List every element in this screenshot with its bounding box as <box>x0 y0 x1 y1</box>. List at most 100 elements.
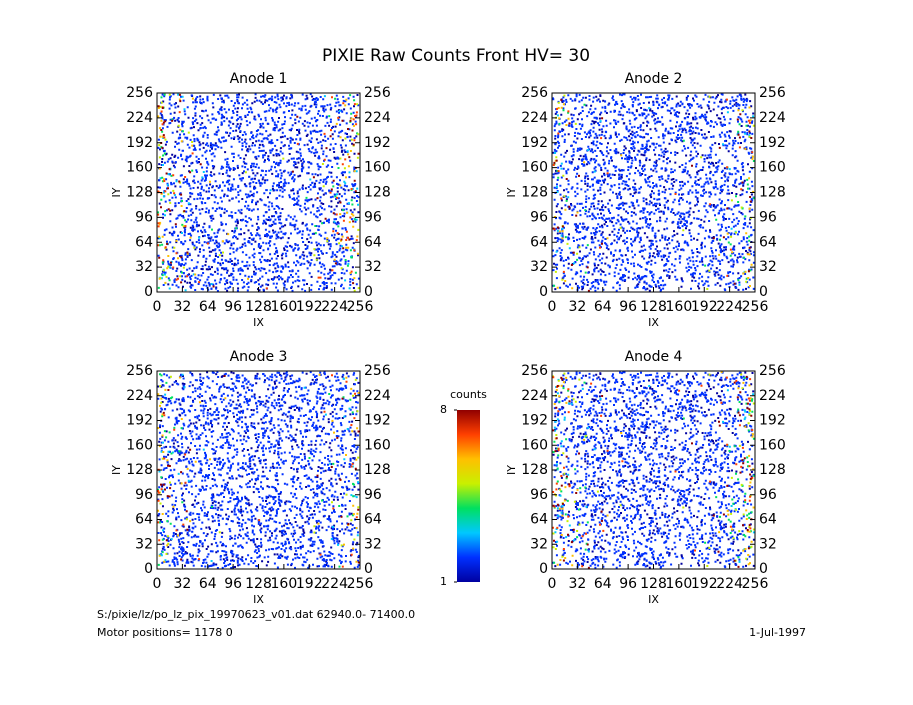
colorbar-label: counts <box>450 388 487 401</box>
y-tick-label: 32 <box>135 259 153 275</box>
y-tick-label: 192 <box>364 413 391 429</box>
y-axis-label: IY <box>110 465 123 475</box>
y-tick-label: 160 <box>364 160 391 176</box>
y-tick-label: 128 <box>126 185 153 201</box>
x-axis-label: IX <box>253 593 264 606</box>
y-tick-label: 224 <box>759 388 786 404</box>
x-tick-label: 128 <box>245 299 272 315</box>
y-tick-label: 32 <box>530 536 548 552</box>
y-tick-label: 128 <box>126 462 153 478</box>
y-tick-label: 0 <box>364 284 373 300</box>
y-tick-label: 256 <box>521 363 548 379</box>
panel-title: Anode 1 <box>230 71 288 87</box>
panel-title: Anode 2 <box>625 71 683 87</box>
y-tick-label: 256 <box>364 85 391 101</box>
footer-date: 1-Jul-1997 <box>749 626 806 639</box>
y-tick-label: 256 <box>759 363 786 379</box>
y-tick-label: 160 <box>364 437 391 453</box>
y-tick-label: 192 <box>126 413 153 429</box>
footer-file: S:/pixie/lz/po_lz_pix_19970623_v01.dat 6… <box>97 608 415 621</box>
y-tick-label: 96 <box>530 209 548 225</box>
y-tick-label: 256 <box>759 85 786 101</box>
x-tick-label: 96 <box>224 299 242 315</box>
y-tick-label: 128 <box>364 185 391 201</box>
y-tick-label: 224 <box>759 110 786 126</box>
y-tick-label: 96 <box>135 209 153 225</box>
colorbar <box>457 410 480 582</box>
x-tick-label: 128 <box>640 299 667 315</box>
x-tick-label: 256 <box>347 299 374 315</box>
y-tick-label: 64 <box>759 234 777 250</box>
y-tick-label: 224 <box>521 388 548 404</box>
x-tick-label: 96 <box>619 576 637 592</box>
pixel-texture <box>552 98 753 292</box>
x-tick-label: 256 <box>347 576 374 592</box>
y-axis-label: IY <box>110 187 123 197</box>
y-tick-label: 96 <box>530 487 548 503</box>
y-tick-label: 32 <box>135 536 153 552</box>
y-tick-label: 0 <box>759 561 768 577</box>
y-tick-label: 32 <box>759 259 777 275</box>
y-tick-label: 160 <box>521 160 548 176</box>
x-tick-label: 256 <box>742 576 769 592</box>
x-tick-label: 224 <box>321 299 348 315</box>
pixel-texture <box>552 93 755 292</box>
x-tick-label: 32 <box>173 299 191 315</box>
y-tick-label: 96 <box>364 487 382 503</box>
y-tick-label: 256 <box>126 85 153 101</box>
y-tick-label: 128 <box>759 185 786 201</box>
x-tick-label: 160 <box>271 299 298 315</box>
x-tick-label: 64 <box>199 576 217 592</box>
y-tick-label: 192 <box>364 135 391 151</box>
y-tick-label: 64 <box>364 234 382 250</box>
x-tick-label: 0 <box>153 576 162 592</box>
x-tick-label: 128 <box>640 576 667 592</box>
y-tick-label: 256 <box>126 363 153 379</box>
x-tick-label: 224 <box>716 576 743 592</box>
y-tick-label: 192 <box>759 413 786 429</box>
y-tick-label: 0 <box>144 284 153 300</box>
x-tick-label: 32 <box>568 299 586 315</box>
x-tick-label: 160 <box>271 576 298 592</box>
pixel-texture <box>157 371 360 569</box>
y-tick-label: 96 <box>135 487 153 503</box>
x-axis-label: IX <box>253 316 264 329</box>
x-tick-label: 64 <box>594 576 612 592</box>
y-tick-label: 224 <box>521 110 548 126</box>
y-tick-label: 64 <box>364 512 382 528</box>
x-tick-label: 128 <box>245 576 272 592</box>
y-tick-label: 64 <box>530 512 548 528</box>
y-tick-label: 32 <box>530 259 548 275</box>
panel-title: Anode 3 <box>230 349 288 365</box>
x-tick-label: 224 <box>321 576 348 592</box>
y-tick-label: 256 <box>521 85 548 101</box>
colorbar-tick-label: 8 <box>440 403 447 416</box>
x-tick-label: 0 <box>548 576 557 592</box>
x-axis-label: IX <box>648 593 659 606</box>
x-tick-label: 256 <box>742 299 769 315</box>
y-tick-label: 224 <box>126 388 153 404</box>
x-tick-label: 0 <box>153 299 162 315</box>
x-tick-label: 32 <box>568 576 586 592</box>
x-tick-label: 224 <box>716 299 743 315</box>
x-tick-label: 160 <box>666 576 693 592</box>
y-tick-label: 96 <box>759 209 777 225</box>
x-tick-label: 64 <box>594 299 612 315</box>
y-tick-label: 0 <box>539 561 548 577</box>
y-tick-label: 128 <box>364 462 391 478</box>
y-axis-label: IY <box>505 187 518 197</box>
y-tick-label: 224 <box>364 388 391 404</box>
x-tick-label: 192 <box>296 576 323 592</box>
y-tick-label: 160 <box>126 160 153 176</box>
y-tick-label: 0 <box>539 284 548 300</box>
y-tick-label: 128 <box>521 462 548 478</box>
y-tick-label: 160 <box>521 437 548 453</box>
y-tick-label: 96 <box>364 209 382 225</box>
y-tick-label: 64 <box>135 234 153 250</box>
x-tick-label: 64 <box>199 299 217 315</box>
y-tick-label: 0 <box>364 561 373 577</box>
figure-title: PIXIE Raw Counts Front HV= 30 <box>322 46 590 66</box>
x-tick-label: 192 <box>691 576 718 592</box>
